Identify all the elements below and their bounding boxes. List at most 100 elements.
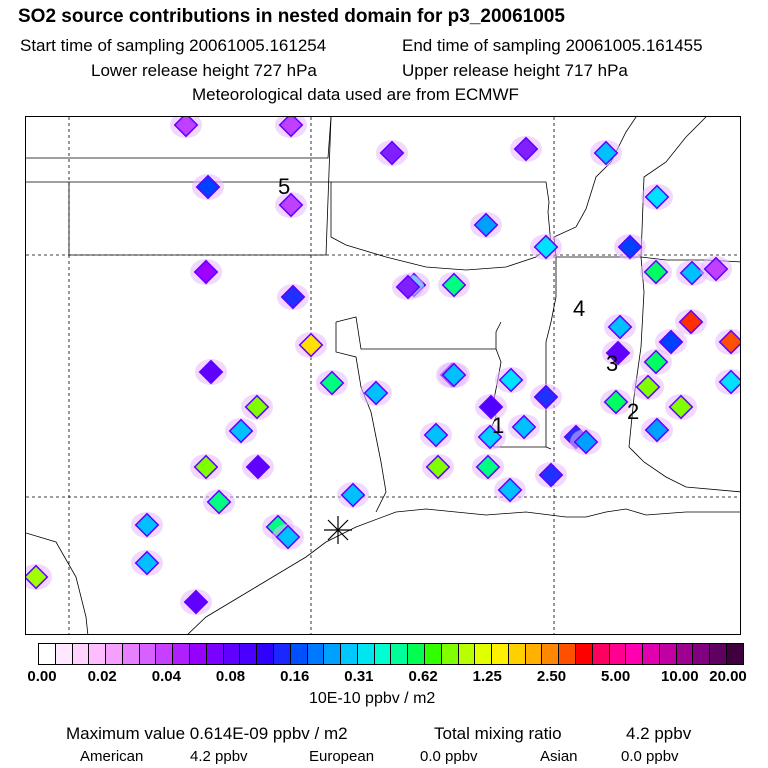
blob-core [363,380,389,406]
blob-core [193,259,219,285]
map-source-label: 1 [492,413,504,438]
blob-core [538,462,564,488]
colorbar-cell [54,644,72,664]
blob-core [473,212,499,238]
blob-core [395,274,421,300]
blob-core [183,589,209,615]
blob-core [644,184,670,210]
colorbar-cell [507,644,525,664]
blob-core [275,524,301,550]
blob-core [280,284,306,310]
colorbar-cell [272,644,290,664]
blob-core [193,454,219,480]
blob-core [718,329,740,355]
colorbar-cell [356,644,374,664]
blob-core [679,260,705,286]
colorbar-cell [323,644,341,664]
blob-core [573,429,599,455]
colorbar-cell [121,644,139,664]
chart-title: SO2 source contributions in nested domai… [18,6,565,27]
map-source-label: 2 [627,399,639,424]
blob-core [718,369,740,395]
concentration-blobs [26,117,740,615]
colorbar-cell [524,644,542,664]
blob-core [298,332,324,358]
colorbar-cell [558,644,575,664]
blob-core [278,117,304,138]
colorbar-tick-label: 0.62 [408,668,438,685]
blob-core [617,234,643,260]
colorbar-cell [491,644,508,664]
colorbar-tick-label: 2.50 [536,668,567,685]
colorbar-tick-label: 10.00 [661,668,699,685]
colorbar-cell [642,644,659,664]
colorbar-cell [625,644,643,664]
upper-release-label: Upper release height 717 hPa [402,61,628,80]
colorbar-cell [172,644,190,664]
blob-core [513,136,539,162]
blob-core [340,482,366,508]
colorbar-cell [205,644,223,664]
blob-core [603,389,629,415]
colorbar-tick-label: 0.31 [344,668,374,685]
met-data-label: Meteorological data used are from ECMWF [192,85,519,104]
blob-core [441,272,467,298]
asian-label: Asian [540,748,578,765]
colorbar-tick-label: 0.00 [27,668,57,685]
colorbar-cell [189,644,206,664]
european-label: European [309,748,375,765]
colorbar-cell [591,644,609,664]
blob-core [319,370,345,396]
colorbar [38,643,744,665]
colorbar-cell [88,644,106,664]
blob-core [593,140,619,166]
colorbar-cell [239,644,257,664]
total-mixing-value: 4.2 ppbv [626,724,692,743]
blob-core [228,418,254,444]
colorbar-cell [289,644,307,664]
colorbar-tick-label: 0.16 [280,668,310,685]
max-value-label: Maximum value 0.614E-09 ppbv / m2 [66,724,348,743]
blob-core [26,564,49,590]
colorbar-tick-label: 5.00 [601,668,631,685]
lower-release-label: Lower release height 727 hPa [91,61,317,80]
colorbar-cell [608,644,626,664]
colorbar-cell [155,644,173,664]
european-value: 0.0 ppbv [420,748,478,765]
colorbar-cell [575,644,592,664]
colorbar-cell [138,644,156,664]
colorbar-cell [474,644,492,664]
colorbar-cell [256,644,273,664]
colorbar-cell [675,644,693,664]
blob-core [703,256,729,282]
colorbar-cell [390,644,408,664]
colorbar-tick-label: 1.25 [472,668,502,685]
blob-core [498,367,524,393]
start-time-label: Start time of sampling 20061005.161254 [20,36,327,55]
blob-core [134,512,160,538]
blob-core [441,362,467,388]
colorbar-cell [407,644,424,664]
blob-core [605,340,631,366]
colorbar-cell [340,644,357,664]
blob-core [244,394,270,420]
blob-core [198,359,224,385]
american-value: 4.2 ppbv [190,748,248,765]
colorbar-cell [39,644,55,664]
colorbar-cell [71,644,89,664]
map-source-label: 5 [278,174,290,199]
colorbar-tick-label: 0.04 [151,668,181,685]
end-time-label: End time of sampling 20061005.161455 [402,36,703,55]
colorbar-cell [423,644,441,664]
blob-core [478,394,504,420]
colorbar-cell [692,644,710,664]
blob-core [423,422,449,448]
colorbar-tick-label: 0.02 [87,668,117,685]
colorbar-cell [222,644,240,664]
blob-core [477,424,503,450]
colorbar-units: 10E-10 ppbv / m2 [309,690,436,707]
blob-core [497,477,523,503]
colorbar-cell [726,644,743,664]
blob-core [635,374,661,400]
